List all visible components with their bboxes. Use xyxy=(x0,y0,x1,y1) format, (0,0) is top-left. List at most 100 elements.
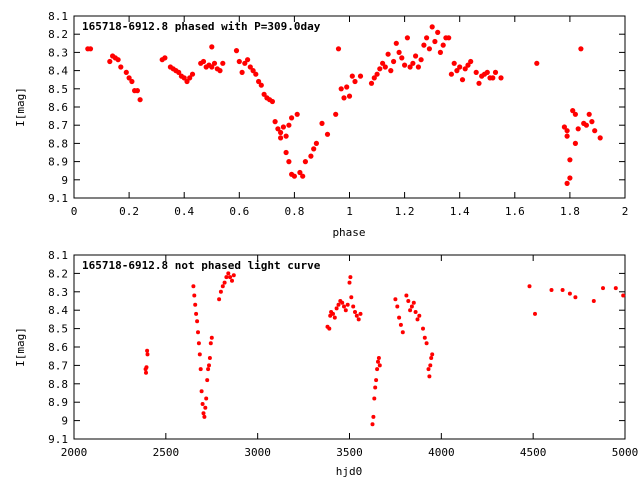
x-tick-label: 2000 xyxy=(61,446,88,459)
data-point xyxy=(289,115,295,121)
data-point xyxy=(578,46,584,52)
data-point xyxy=(200,402,205,406)
data-point xyxy=(208,341,213,346)
data-point xyxy=(200,58,207,65)
data-point xyxy=(338,86,344,92)
y-tick-label: 8.3 xyxy=(48,46,68,59)
data-point xyxy=(410,60,416,66)
x-axis-title: hjd0 xyxy=(336,465,363,478)
data-point xyxy=(187,75,193,81)
data-point xyxy=(382,64,388,70)
y-tick-label: 8.7 xyxy=(48,119,68,132)
data-point xyxy=(192,293,197,298)
data-point xyxy=(421,42,427,48)
data-point xyxy=(118,64,124,70)
x-tick-label: 2 xyxy=(622,205,629,218)
data-point xyxy=(426,367,431,372)
chart-title: 165718-6912.8 not phased light curve xyxy=(82,259,321,272)
data-point xyxy=(468,58,474,65)
data-point xyxy=(567,291,572,296)
data-point xyxy=(224,275,229,280)
data-point xyxy=(245,57,251,63)
data-point xyxy=(418,57,424,63)
data-point xyxy=(415,64,421,70)
data-point xyxy=(432,38,438,45)
data-point xyxy=(589,119,595,125)
data-point xyxy=(256,78,262,85)
data-point xyxy=(87,46,94,52)
data-point xyxy=(498,75,504,81)
data-point xyxy=(451,60,457,66)
data-point xyxy=(534,60,540,66)
data-point xyxy=(286,159,292,165)
data-point xyxy=(429,356,434,360)
data-point xyxy=(357,73,364,79)
data-point xyxy=(196,341,201,346)
data-point xyxy=(201,411,206,416)
data-point xyxy=(417,313,422,318)
y-tick-label: 9.1 xyxy=(48,433,68,446)
data-point xyxy=(348,275,353,280)
data-point xyxy=(115,57,121,63)
x-tick-label: 0.8 xyxy=(284,205,304,218)
data-point xyxy=(236,58,242,65)
data-point xyxy=(473,69,479,75)
data-point xyxy=(220,60,226,66)
data-point xyxy=(145,348,150,353)
data-point xyxy=(197,352,202,357)
data-point xyxy=(372,396,377,401)
data-point xyxy=(222,280,227,285)
data-point xyxy=(144,370,148,375)
data-point xyxy=(291,173,297,179)
data-point xyxy=(411,300,416,305)
data-point xyxy=(332,315,337,320)
data-point xyxy=(346,93,353,99)
data-point xyxy=(572,111,579,117)
data-point xyxy=(465,62,471,68)
x-tick-label: 1.2 xyxy=(395,205,415,218)
x-tick-label: 1.6 xyxy=(505,205,525,218)
data-point xyxy=(567,157,573,163)
data-point xyxy=(344,84,350,90)
data-point xyxy=(311,146,317,152)
data-points xyxy=(85,24,603,186)
data-point xyxy=(297,169,303,176)
data-point xyxy=(437,49,443,56)
data-point xyxy=(424,341,429,346)
data-point xyxy=(573,295,578,300)
data-point xyxy=(231,273,236,278)
data-point xyxy=(336,302,341,307)
data-point xyxy=(340,300,345,305)
data-point xyxy=(352,78,358,85)
y-tick-label: 8.2 xyxy=(48,267,68,280)
data-point xyxy=(194,311,199,316)
data-point xyxy=(107,58,113,65)
x-tick-label: 1 xyxy=(346,205,353,218)
y-tick-label: 8.4 xyxy=(48,65,68,78)
data-point xyxy=(492,69,499,75)
data-point xyxy=(560,288,565,292)
data-point xyxy=(356,317,361,322)
data-point xyxy=(353,310,357,314)
x-tick-label: 0.4 xyxy=(174,205,194,218)
data-point xyxy=(567,175,573,181)
data-point xyxy=(377,66,383,72)
y-tick-label: 8.8 xyxy=(48,137,68,150)
data-point xyxy=(226,271,231,276)
y-tick-label: 9 xyxy=(61,174,68,187)
data-point xyxy=(591,299,596,303)
data-point xyxy=(331,311,335,316)
data-point xyxy=(211,60,218,66)
y-tick-label: 8.2 xyxy=(48,28,68,41)
data-point xyxy=(209,335,214,340)
data-point xyxy=(457,64,463,70)
data-point xyxy=(404,35,410,41)
data-point xyxy=(490,75,496,81)
axis-ticks: 2000 2500 3000 3500 4000 4500 5000 8.1 8.2 8.3 8.4… xyxy=(48,249,638,459)
data-point xyxy=(601,286,605,291)
data-point xyxy=(613,286,618,291)
data-point xyxy=(205,378,210,383)
x-tick-label: 4000 xyxy=(428,446,455,459)
data-point xyxy=(191,284,196,289)
